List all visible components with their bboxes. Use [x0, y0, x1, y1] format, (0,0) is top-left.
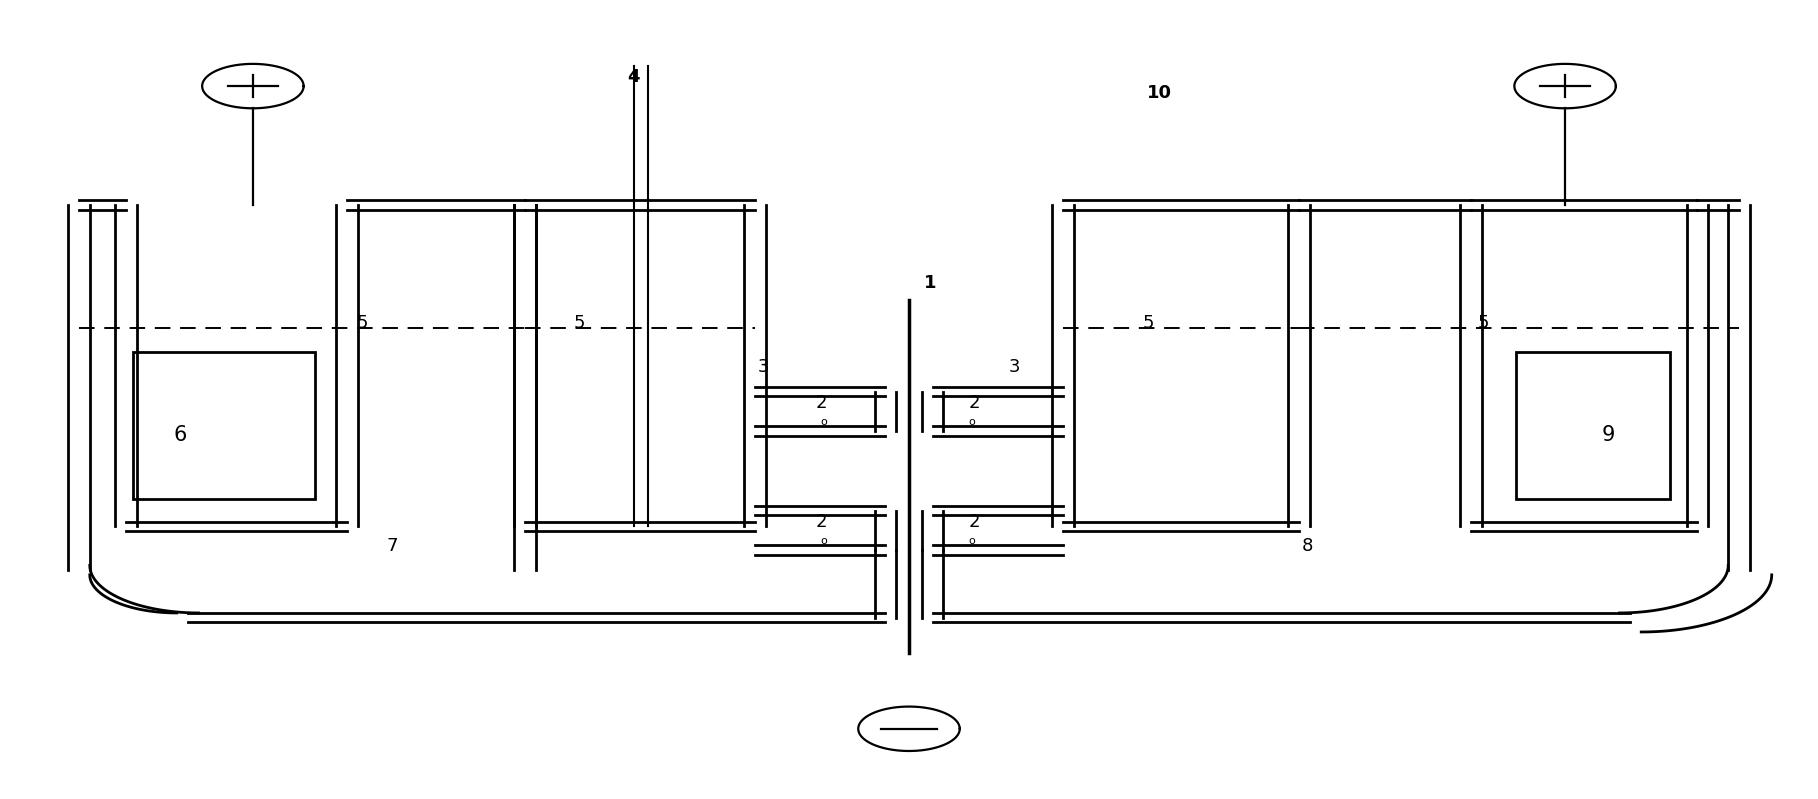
Text: 10: 10 — [1147, 84, 1171, 102]
Text: 8: 8 — [1302, 537, 1313, 555]
Text: 2: 2 — [816, 395, 827, 412]
Text: 5: 5 — [1478, 314, 1489, 332]
Text: 5: 5 — [356, 314, 367, 332]
Text: o: o — [820, 536, 827, 546]
Text: 9: 9 — [1602, 425, 1614, 445]
Text: 2: 2 — [969, 395, 980, 412]
Bar — [1516, 352, 1671, 499]
Text: 3: 3 — [1009, 358, 1020, 376]
Text: 3: 3 — [758, 358, 769, 376]
Text: o: o — [820, 417, 827, 427]
Text: 6: 6 — [175, 425, 187, 445]
Text: 5: 5 — [574, 314, 585, 332]
Text: o: o — [969, 536, 976, 546]
Text: 2: 2 — [969, 514, 980, 531]
Text: 5: 5 — [1142, 314, 1154, 332]
Bar — [133, 352, 315, 499]
Text: 7: 7 — [387, 537, 398, 555]
Text: 4: 4 — [627, 68, 640, 86]
Text: o: o — [969, 417, 976, 427]
Text: 1: 1 — [924, 274, 936, 292]
Text: 2: 2 — [816, 514, 827, 531]
